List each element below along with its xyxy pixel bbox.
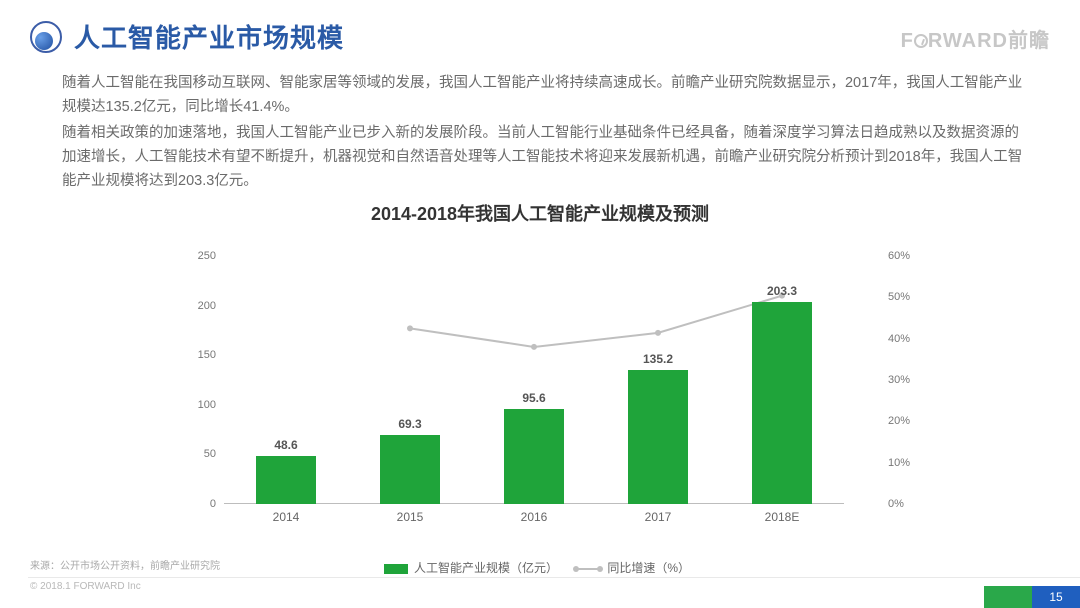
body-text: 随着人工智能在我国移动互联网、智能家居等领域的发展，我国人工智能产业将持续高速成…	[62, 72, 1030, 196]
legend-label-bar: 人工智能产业规模（亿元）	[414, 561, 558, 575]
y-right-tick: 40%	[888, 333, 910, 345]
y-left-tick: 0	[210, 498, 216, 510]
x-category-label: 2017	[618, 510, 698, 524]
bar	[380, 435, 440, 504]
y-right-tick: 50%	[888, 291, 910, 303]
legend-label-line: 同比增速（%）	[607, 561, 690, 575]
brand-suffix: RWARD前瞻	[928, 30, 1050, 52]
y-right-tick: 0%	[888, 498, 904, 510]
y-axis-left: 050100150200250	[170, 256, 220, 504]
bar	[752, 302, 812, 504]
growth-line	[410, 296, 782, 347]
footer-rule	[28, 577, 1080, 578]
bar-value-label: 48.6	[246, 438, 326, 452]
bar	[504, 409, 564, 504]
chart-title: 2014-2018年我国人工智能产业规模及预测	[0, 200, 1080, 226]
y-right-tick: 30%	[888, 374, 910, 386]
y-left-tick: 150	[198, 349, 216, 361]
brand-prefix: F	[901, 30, 914, 52]
footer-bar: 15	[984, 586, 1080, 608]
bar-value-label: 95.6	[494, 391, 574, 405]
y-right-tick: 20%	[888, 415, 910, 427]
source-text: 来源：公开市场公开资料，前瞻产业研究院	[30, 557, 220, 572]
x-category-label: 2016	[494, 510, 574, 524]
copyright-text: © 2018.1 FORWARD Inc	[30, 581, 141, 592]
y-right-tick: 60%	[888, 250, 910, 262]
brand-o-icon	[914, 34, 928, 48]
line-marker	[531, 344, 537, 350]
globe-bullet-icon	[30, 21, 62, 53]
y-left-tick: 250	[198, 250, 216, 262]
bar-value-label: 135.2	[618, 352, 698, 366]
y-left-tick: 50	[204, 448, 216, 460]
x-category-label: 2015	[370, 510, 450, 524]
brand-logo: F RWARD前瞻	[901, 24, 1050, 53]
header: 人工智能产业市场规模	[30, 18, 1050, 55]
x-category-label: 2014	[246, 510, 326, 524]
y-right-tick: 10%	[888, 457, 910, 469]
y-axis-right: 0%10%20%30%40%50%60%	[884, 256, 924, 504]
plot-area: 48.6201469.3201595.62016135.22017203.320…	[224, 256, 844, 504]
line-marker	[407, 325, 413, 331]
chart: 050100150200250 0%10%20%30%40%50%60% 48.…	[170, 234, 890, 540]
x-category-label: 2018E	[742, 510, 822, 524]
y-left-tick: 200	[198, 300, 216, 312]
page-number: 15	[1032, 586, 1080, 608]
bar	[256, 456, 316, 504]
footer-accent-green	[984, 586, 1032, 608]
y-left-tick: 100	[198, 399, 216, 411]
bar-value-label: 69.3	[370, 417, 450, 431]
legend-swatch-line	[575, 568, 601, 570]
paragraph-1: 随着人工智能在我国移动互联网、智能家居等领域的发展，我国人工智能产业将持续高速成…	[62, 72, 1030, 120]
legend-swatch-bar	[384, 564, 408, 574]
page-title: 人工智能产业市场规模	[74, 18, 344, 55]
line-marker	[655, 330, 661, 336]
bar-value-label: 203.3	[742, 284, 822, 298]
bar	[628, 370, 688, 504]
legend: 人工智能产业规模（亿元） 同比增速（%）	[170, 559, 890, 576]
slide: 人工智能产业市场规模 F RWARD前瞻 随着人工智能在我国移动互联网、智能家居等…	[0, 0, 1080, 608]
paragraph-2: 随着相关政策的加速落地，我国人工智能产业已步入新的发展阶段。当前人工智能行业基础…	[62, 122, 1030, 194]
